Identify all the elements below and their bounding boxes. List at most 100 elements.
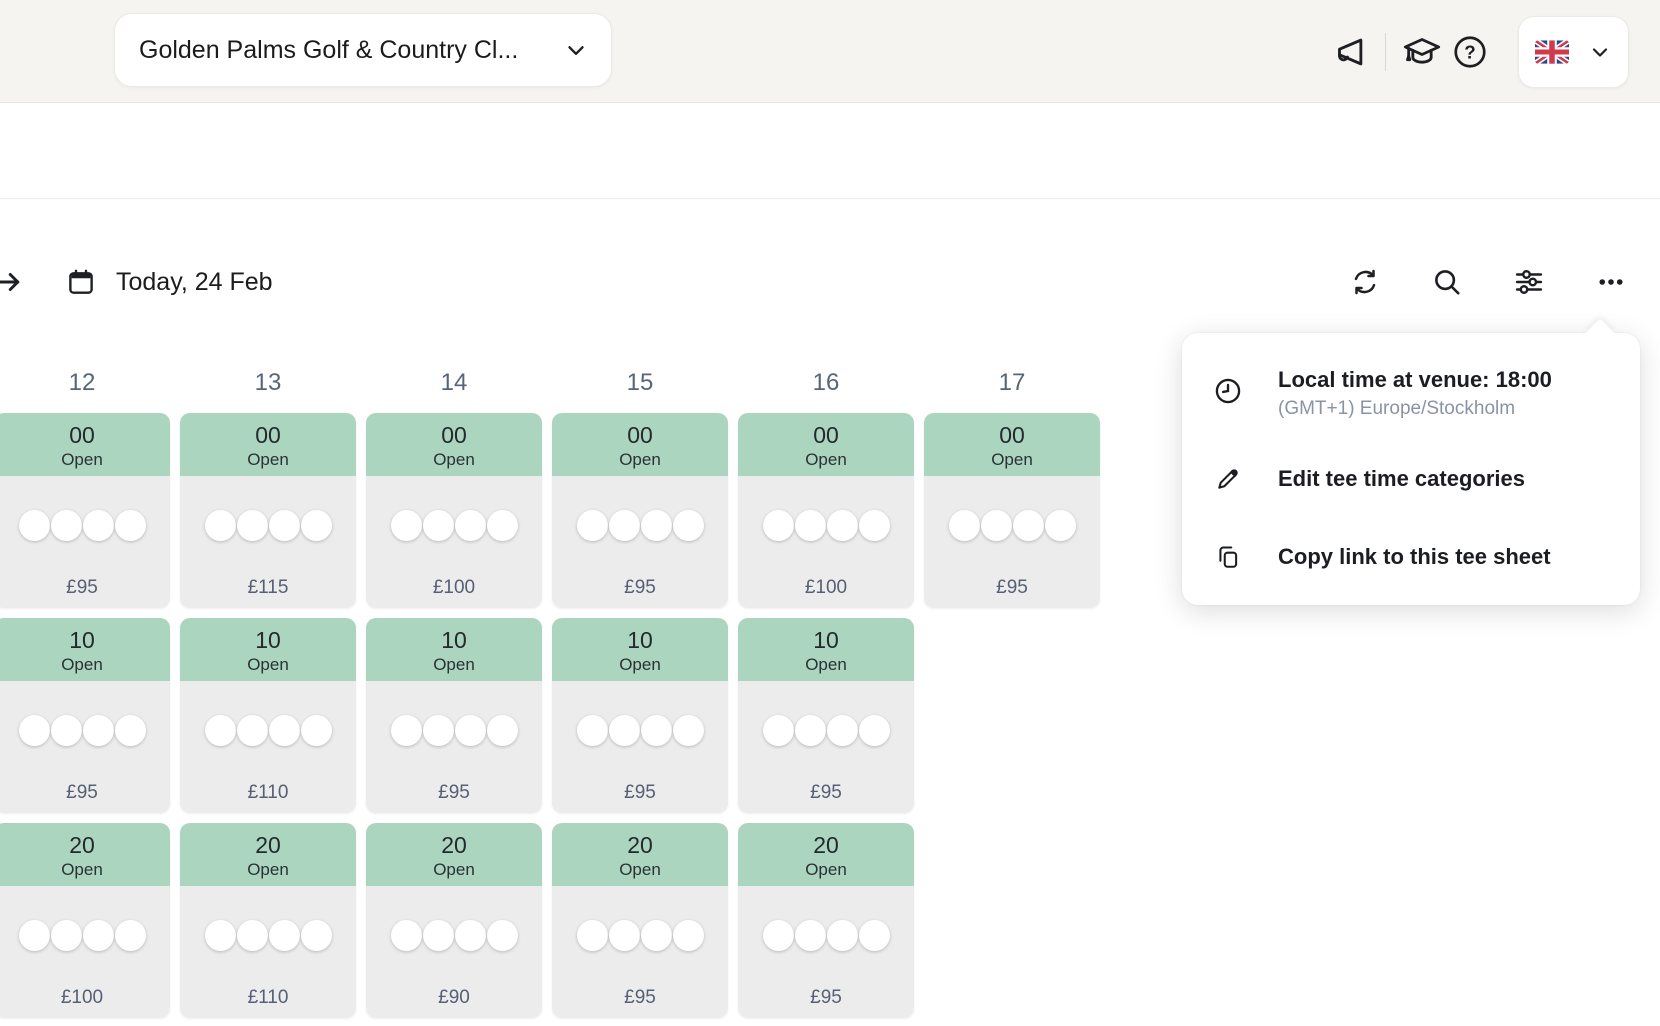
player-slot[interactable] xyxy=(980,510,1012,541)
player-slot[interactable] xyxy=(204,510,236,541)
tee-time-cell[interactable]: 00 Open £95 xyxy=(924,413,1100,608)
player-slot[interactable] xyxy=(640,920,672,951)
player-slot[interactable] xyxy=(794,715,826,746)
player-slot[interactable] xyxy=(50,920,82,951)
player-slot[interactable] xyxy=(640,510,672,541)
player-slot[interactable] xyxy=(422,715,454,746)
player-slot[interactable] xyxy=(236,510,268,541)
player-slot[interactable] xyxy=(82,510,114,541)
player-slot[interactable] xyxy=(82,920,114,951)
player-slot[interactable] xyxy=(576,715,608,746)
player-slot[interactable] xyxy=(300,715,332,746)
player-slot[interactable] xyxy=(486,510,518,541)
player-slot[interactable] xyxy=(486,715,518,746)
player-slot[interactable] xyxy=(454,920,486,951)
filters-button[interactable] xyxy=(1507,260,1551,304)
player-slot[interactable] xyxy=(18,715,50,746)
tee-time-cell[interactable]: 20 Open £95 xyxy=(552,823,728,1018)
tee-time-cell[interactable]: 00 Open £95 xyxy=(0,413,170,608)
tee-time-cell[interactable]: 10 Open £95 xyxy=(738,618,914,813)
player-slots xyxy=(366,920,542,951)
player-slot[interactable] xyxy=(762,920,794,951)
player-slot[interactable] xyxy=(486,920,518,951)
player-slot[interactable] xyxy=(422,510,454,541)
player-slot[interactable] xyxy=(608,715,640,746)
tee-time-cell[interactable]: 20 Open £90 xyxy=(366,823,542,1018)
player-slot[interactable] xyxy=(672,920,704,951)
player-slot[interactable] xyxy=(858,510,890,541)
language-selector[interactable] xyxy=(1518,15,1629,88)
tee-time-price: £95 xyxy=(810,782,842,803)
tee-time-cell[interactable]: 20 Open £100 xyxy=(0,823,170,1018)
tee-time-cell[interactable]: 20 Open £95 xyxy=(738,823,914,1018)
player-slot[interactable] xyxy=(1012,510,1044,541)
player-slot[interactable] xyxy=(948,510,980,541)
player-slot[interactable] xyxy=(18,920,50,951)
player-slot[interactable] xyxy=(50,715,82,746)
player-slot[interactable] xyxy=(50,510,82,541)
tee-time-cell[interactable]: 10 Open £95 xyxy=(366,618,542,813)
player-slot[interactable] xyxy=(390,715,422,746)
tee-time-body: £110 xyxy=(180,886,356,1018)
player-slot[interactable] xyxy=(114,920,146,951)
player-slots xyxy=(552,715,728,746)
player-slot[interactable] xyxy=(18,510,50,541)
player-slot[interactable] xyxy=(268,920,300,951)
player-slot[interactable] xyxy=(858,920,890,951)
menu-item-copy-link[interactable]: Copy link to this tee sheet xyxy=(1214,537,1551,577)
search-button[interactable] xyxy=(1425,260,1469,304)
player-slot[interactable] xyxy=(1044,510,1076,541)
player-slot[interactable] xyxy=(640,715,672,746)
tee-time-price: £95 xyxy=(66,577,98,598)
player-slot[interactable] xyxy=(82,715,114,746)
player-slot[interactable] xyxy=(422,920,454,951)
announcements-button[interactable] xyxy=(1325,28,1373,76)
tee-time-cell[interactable]: 00 Open £115 xyxy=(180,413,356,608)
player-slot[interactable] xyxy=(236,920,268,951)
player-slot[interactable] xyxy=(826,920,858,951)
tee-time-cell[interactable]: 10 Open £95 xyxy=(0,618,170,813)
player-slot[interactable] xyxy=(672,715,704,746)
player-slot[interactable] xyxy=(268,510,300,541)
player-slot[interactable] xyxy=(762,715,794,746)
player-slot[interactable] xyxy=(268,715,300,746)
player-slot[interactable] xyxy=(672,510,704,541)
player-slot[interactable] xyxy=(608,510,640,541)
menu-item-label: Copy link to this tee sheet xyxy=(1278,544,1551,569)
player-slot[interactable] xyxy=(390,510,422,541)
tee-time-status: Open xyxy=(61,654,103,674)
club-selector[interactable]: Golden Palms Golf & Country Cl... xyxy=(114,13,612,87)
tee-time-cell[interactable]: 10 Open £110 xyxy=(180,618,356,813)
player-slot[interactable] xyxy=(858,715,890,746)
player-slot[interactable] xyxy=(390,920,422,951)
player-slot[interactable] xyxy=(608,920,640,951)
tee-time-cell[interactable]: 00 Open £100 xyxy=(366,413,542,608)
player-slot[interactable] xyxy=(576,920,608,951)
date-picker[interactable]: Today, 24 Feb xyxy=(66,260,273,304)
tee-time-cell[interactable]: 00 Open £100 xyxy=(738,413,914,608)
academy-button[interactable] xyxy=(1398,28,1446,76)
player-slot[interactable] xyxy=(454,510,486,541)
player-slot[interactable] xyxy=(300,510,332,541)
tee-time-cell[interactable]: 10 Open £95 xyxy=(552,618,728,813)
player-slot[interactable] xyxy=(454,715,486,746)
player-slot[interactable] xyxy=(826,715,858,746)
player-slot[interactable] xyxy=(826,510,858,541)
player-slot[interactable] xyxy=(236,715,268,746)
player-slot[interactable] xyxy=(114,715,146,746)
player-slot[interactable] xyxy=(576,510,608,541)
player-slot[interactable] xyxy=(794,920,826,951)
player-slot[interactable] xyxy=(204,920,236,951)
player-slot[interactable] xyxy=(794,510,826,541)
player-slot[interactable] xyxy=(300,920,332,951)
player-slot[interactable] xyxy=(204,715,236,746)
tee-time-cell[interactable]: 20 Open £110 xyxy=(180,823,356,1018)
player-slot[interactable] xyxy=(114,510,146,541)
tee-time-cell[interactable]: 00 Open £95 xyxy=(552,413,728,608)
refresh-button[interactable] xyxy=(1343,260,1387,304)
more-options-button[interactable] xyxy=(1589,260,1633,304)
player-slot[interactable] xyxy=(762,510,794,541)
menu-item-edit-tee-time-categories[interactable]: Edit tee time categories xyxy=(1214,459,1525,499)
expand-sidebar-button[interactable] xyxy=(0,260,31,304)
help-button[interactable]: ? xyxy=(1446,28,1494,76)
